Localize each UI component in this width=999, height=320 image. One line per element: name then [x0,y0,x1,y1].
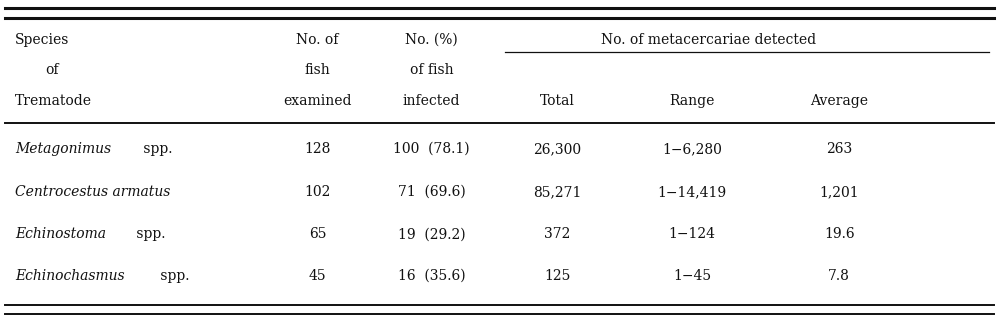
Text: 19  (29.2): 19 (29.2) [398,227,466,241]
Text: 1−124: 1−124 [668,227,716,241]
Text: 125: 125 [544,269,570,283]
Text: 102: 102 [305,185,331,199]
Text: Echinostoma: Echinostoma [15,227,106,241]
Text: infected: infected [403,94,461,108]
Text: 372: 372 [544,227,570,241]
Text: No. (%): No. (%) [406,33,458,47]
Text: spp.: spp. [133,227,166,241]
Text: Total: Total [540,94,574,108]
Text: 128: 128 [305,142,331,156]
Text: Average: Average [810,94,868,108]
Text: 1−6,280: 1−6,280 [662,142,722,156]
Text: 1−45: 1−45 [673,269,711,283]
Text: Species: Species [15,33,69,47]
Text: 263: 263 [826,142,852,156]
Text: examined: examined [284,94,352,108]
Text: 85,271: 85,271 [533,185,581,199]
Text: No. of: No. of [297,33,339,47]
Text: 1−14,419: 1−14,419 [657,185,727,199]
Text: Trematode: Trematode [15,94,92,108]
Text: 100  (78.1): 100 (78.1) [394,142,470,156]
Text: 45: 45 [309,269,327,283]
Text: of: of [45,63,59,77]
Text: Metagonimus: Metagonimus [15,142,111,156]
Text: Echinochasmus: Echinochasmus [15,269,125,283]
Text: of fish: of fish [410,63,454,77]
Text: spp.: spp. [157,269,190,283]
Text: No. of metacercariae detected: No. of metacercariae detected [600,33,816,47]
Text: 65: 65 [309,227,327,241]
Text: 16  (35.6): 16 (35.6) [398,269,466,283]
Text: 71  (69.6): 71 (69.6) [398,185,466,199]
Text: 7.8: 7.8 [828,269,850,283]
Text: 26,300: 26,300 [533,142,581,156]
Text: spp.: spp. [139,142,173,156]
Text: 1,201: 1,201 [819,185,859,199]
Text: Centrocestus armatus: Centrocestus armatus [15,185,171,199]
Text: Range: Range [669,94,715,108]
Text: 19.6: 19.6 [824,227,854,241]
Text: fish: fish [305,63,331,77]
